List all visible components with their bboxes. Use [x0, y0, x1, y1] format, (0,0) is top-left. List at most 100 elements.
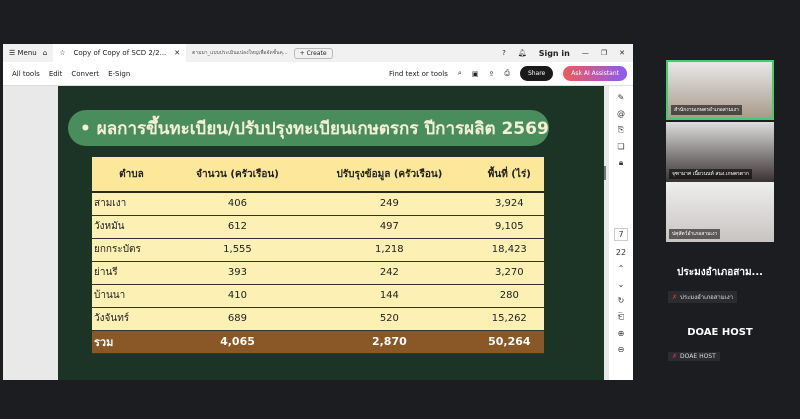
- close-tab-icon[interactable]: ✕: [174, 49, 181, 57]
- tab-active[interactable]: ☆ Copy of Copy of SCD 2/2... ✕: [53, 44, 187, 62]
- convert-button[interactable]: Convert: [71, 69, 100, 78]
- toolbar: All tools Edit Convert E-Sign Find text …: [3, 62, 633, 86]
- edit-page-icon[interactable]: ⎗: [617, 312, 625, 321]
- participant-label: จุฑามาศ เนี้ยวนนท์ สนง.เกษตรตาก: [669, 169, 752, 179]
- cell: 15,262: [474, 307, 544, 331]
- slide: • ผลการขึ้นทะเบียน/ปรับปรุงทะเบียนเกษตรก…: [58, 86, 604, 380]
- cell: 689: [170, 307, 305, 331]
- cell: 1,218: [304, 238, 475, 262]
- participant-tag: ✗ ประมงอำเภอสามเงา: [668, 291, 738, 303]
- right-rail: ✎ @ ⎘ ❏ 🔒︎ 7 22 ⌃ ⌄ ↻ ⎗ ⊕ ⊖: [609, 86, 633, 380]
- menu-label: Menu: [17, 49, 37, 57]
- mic-muted-icon: ✗: [672, 294, 678, 301]
- scrollbar[interactable]: [604, 166, 606, 180]
- table-row: สามเงา 406 249 3,924: [92, 192, 544, 216]
- header-cell: ปรับรุงข้อมูล (ครัวเรือน): [304, 157, 475, 193]
- cell: 242: [304, 261, 475, 285]
- search-icon[interactable]: ⌕: [457, 69, 462, 77]
- cell: ย่านรี: [92, 261, 171, 285]
- cell: 406: [170, 192, 305, 216]
- upload-icon[interactable]: ⇪: [488, 69, 495, 78]
- share-button[interactable]: Share: [519, 66, 554, 81]
- page-count: 22: [615, 248, 627, 257]
- cell: 1,555: [170, 238, 305, 262]
- help-icon[interactable]: ?: [502, 49, 506, 57]
- save-icon[interactable]: ▣: [471, 69, 479, 78]
- video-tile[interactable]: จุฑามาศ เนี้ยวนนท์ สนง.เกษตรตาก: [666, 122, 774, 182]
- participant-name: DOAE HOST: [687, 327, 753, 338]
- cell: วังจันทร์: [92, 307, 171, 331]
- tab-title: Copy of Copy of SCD 2/2...: [73, 49, 167, 57]
- cell: 4,065: [170, 330, 305, 354]
- cell: สามเงา: [92, 192, 171, 216]
- cell: 393: [170, 261, 305, 285]
- lock-icon[interactable]: 🔒︎: [618, 158, 624, 167]
- bookmark-icon[interactable]: ⎘: [617, 125, 625, 134]
- cell: ยกกระบัตร: [92, 238, 171, 262]
- link-icon[interactable]: @: [617, 109, 625, 118]
- slide-title: • ผลการขึ้นทะเบียน/ปรับปรุงทะเบียนเกษตรก…: [68, 110, 549, 146]
- data-table: ตำบล จำนวน (ครัวเรือน) ปรับรุงข้อมูล (ครัว…: [92, 157, 544, 354]
- home-icon[interactable]: ⌂: [42, 49, 48, 57]
- cell: 520: [304, 307, 475, 331]
- participant-tag: ✗ DOAE HOST: [668, 352, 720, 361]
- pages-icon[interactable]: ❏: [617, 142, 625, 151]
- cell: 18,423: [474, 238, 544, 262]
- pdf-viewer-window: ☰ Menu ⌂ ☆ Copy of Copy of SCD 2/2... ✕ ตา…: [3, 44, 633, 380]
- edit-button[interactable]: Edit: [48, 69, 63, 78]
- table-row: ยกกระบัตร 1,555 1,218 18,423: [92, 238, 544, 262]
- restore-icon[interactable]: ❐: [600, 49, 608, 57]
- chevron-up-icon[interactable]: ⌃: [617, 264, 625, 273]
- menu-button[interactable]: ☰ Menu: [9, 49, 37, 57]
- zoom-in-icon[interactable]: ⊕: [617, 329, 625, 338]
- header-cell: ตำบล: [92, 157, 171, 193]
- cell: บ้านนา: [92, 284, 171, 308]
- esign-button[interactable]: E-Sign: [108, 69, 131, 78]
- total-row: รวม 4,065 2,870 50,264: [92, 330, 544, 354]
- header-cell: พื้นที่ (ไร่): [474, 157, 544, 193]
- refresh-icon[interactable]: ↻: [617, 296, 625, 305]
- cell: 280: [474, 284, 544, 308]
- tab-bar: ☰ Menu ⌂ ☆ Copy of Copy of SCD 2/2... ✕ ตา…: [3, 44, 633, 62]
- find-button[interactable]: Find text or tools: [389, 69, 448, 78]
- video-tile[interactable]: ปศุสัตว์อำเภอสามเงา: [666, 182, 774, 242]
- table-row: บ้านนา 410 144 280: [92, 284, 544, 308]
- cell: วังหมัน: [92, 215, 171, 239]
- mic-muted-icon: ✗: [672, 353, 678, 360]
- cell: 249: [304, 192, 475, 216]
- all-tools-button[interactable]: All tools: [12, 69, 40, 78]
- cell: รวม: [92, 330, 171, 354]
- cell: 50,264: [474, 330, 544, 354]
- table-row: ย่านรี 393 242 3,270: [92, 261, 544, 285]
- bell-icon[interactable]: 🔔︎: [517, 49, 527, 57]
- cell: 497: [304, 215, 475, 239]
- video-tile[interactable]: สำนักงานเกษตรอำเภอสามเงา: [666, 60, 774, 120]
- sign-in-button[interactable]: Sign in: [538, 48, 570, 58]
- participant-tag-label: DOAE HOST: [680, 353, 716, 360]
- chevron-down-icon[interactable]: ⌄: [617, 280, 625, 289]
- cell: 2,870: [304, 330, 475, 354]
- create-button[interactable]: + Create: [293, 47, 333, 59]
- cell: 410: [170, 284, 305, 308]
- cell: 3,270: [474, 261, 544, 285]
- star-icon: ☆: [59, 49, 66, 57]
- cell: 612: [170, 215, 305, 239]
- cell: 3,924: [474, 192, 544, 216]
- participant-label: สำนักงานเกษตรอำเภอสามเงา: [671, 105, 742, 115]
- participant-label: ปศุสัตว์อำเภอสามเงา: [669, 229, 721, 239]
- tab-2[interactable]: ตามมา_แบบประเมินแปลงใหญ่เพื่อจัดชั้นคุ..…: [192, 50, 288, 56]
- comment-icon[interactable]: ✎: [617, 93, 625, 102]
- participant-name: ประมงอำเภอสาม...: [677, 267, 763, 278]
- print-icon[interactable]: ⎙: [504, 69, 510, 77]
- table-row: วังจันทร์ 689 520 15,262: [92, 307, 544, 331]
- page-number-input[interactable]: 7: [614, 228, 628, 241]
- minimize-icon[interactable]: —: [581, 49, 589, 57]
- zoom-out-icon[interactable]: ⊖: [617, 345, 625, 354]
- table-row: วังหมัน 612 497 9,105: [92, 215, 544, 239]
- close-icon[interactable]: ✕: [619, 49, 625, 57]
- cell: 144: [304, 284, 475, 308]
- participant-tag-label: ประมงอำเภอสามเงา: [680, 294, 734, 301]
- header-cell: จำนวน (ครัวเรือน): [170, 157, 305, 193]
- ask-ai-button[interactable]: Ask AI Assistant: [563, 66, 627, 81]
- cell: 9,105: [474, 215, 544, 239]
